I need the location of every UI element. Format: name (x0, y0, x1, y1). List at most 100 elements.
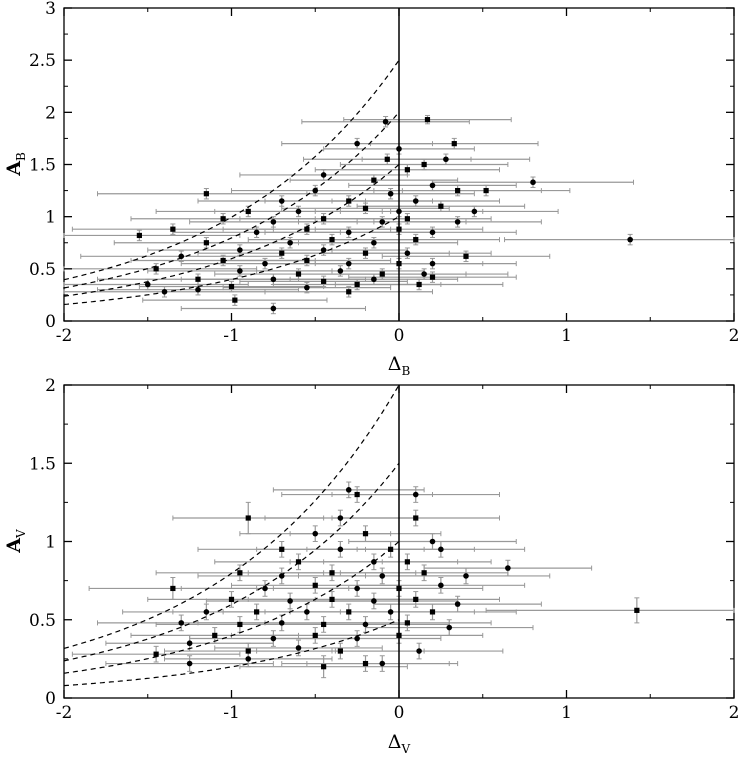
data-point (382, 118, 389, 125)
data-point (421, 570, 427, 576)
data-point (429, 182, 436, 189)
data-point (186, 660, 193, 667)
data-point (304, 284, 310, 291)
data-point (387, 190, 394, 197)
data-point (471, 208, 478, 215)
dashed-curve (63, 59, 400, 281)
point-group (153, 487, 640, 670)
data-point (295, 208, 302, 215)
data-point (404, 559, 410, 565)
data-point (379, 573, 386, 579)
data-point (312, 187, 319, 194)
panel-a-v: -2 -1 0 1 2 0 0.5 1 1.5 2 ΔV AV (3, 376, 739, 756)
data-point (346, 198, 352, 204)
data-point (371, 598, 377, 604)
data-point (463, 253, 469, 259)
data-point (404, 167, 410, 173)
data-point (321, 278, 327, 284)
data-point (387, 609, 394, 615)
data-point (237, 247, 243, 253)
data-point (153, 266, 159, 272)
data-point (153, 651, 159, 657)
data-point (421, 161, 427, 168)
y-tick-label: 3 (45, 0, 56, 19)
data-point (463, 573, 469, 579)
data-point (412, 198, 419, 204)
data-point (321, 664, 327, 670)
data-point (337, 648, 343, 654)
data-point (295, 559, 302, 565)
data-point (371, 559, 377, 565)
data-point (379, 219, 386, 225)
x-tick-label: 1 (561, 703, 572, 723)
data-point (287, 598, 293, 604)
data-point (429, 260, 436, 267)
x-tick-label: 2 (729, 326, 739, 346)
data-point (245, 648, 251, 654)
data-point (396, 585, 402, 592)
x-axis-label-sub: V (401, 742, 411, 756)
data-point (396, 226, 402, 232)
data-point (345, 229, 352, 236)
data-point (203, 240, 209, 246)
dashed-curve (63, 164, 400, 297)
data-point (455, 187, 461, 194)
data-point (270, 305, 277, 312)
data-point (396, 208, 402, 215)
data-point (446, 624, 453, 631)
x-tick-label: -2 (56, 326, 73, 346)
data-point (136, 232, 142, 239)
data-point (438, 546, 444, 553)
data-point (295, 645, 302, 651)
data-point (505, 565, 511, 571)
errorbar-group (71, 481, 735, 679)
y-tick-label: 2.5 (29, 51, 56, 71)
data-point (424, 117, 431, 123)
data-point (371, 276, 377, 283)
data-point (396, 632, 402, 638)
data-point (228, 596, 235, 603)
data-point (220, 216, 226, 222)
data-point (203, 191, 209, 197)
data-point (186, 640, 193, 647)
data-point (312, 582, 318, 588)
y-tick-label: 1 (45, 533, 56, 553)
data-point (329, 596, 335, 603)
dashed-curve-group (63, 59, 400, 306)
panel-a-b: -2 -1 0 1 2 0 0.5 1 1.5 2 2.5 3 ΔB AB (3, 0, 739, 378)
data-point (421, 271, 427, 277)
data-point (329, 570, 335, 576)
data-point (354, 491, 360, 498)
data-point (429, 229, 436, 236)
data-point (232, 297, 238, 303)
data-point (270, 635, 277, 642)
data-point (379, 660, 386, 667)
dashed-curve-group (63, 384, 400, 687)
y-tick-label: 0.5 (29, 260, 56, 280)
dashed-curve (63, 216, 400, 306)
y-tick-label: 2 (45, 376, 56, 396)
data-point (362, 205, 369, 211)
dashed-curve (63, 462, 400, 662)
dashed-curve (63, 541, 400, 674)
data-point (321, 621, 327, 628)
data-point (396, 261, 402, 267)
data-point (454, 219, 461, 225)
tick-group: -2 -1 0 1 2 0 0.5 1 1.5 2 (29, 376, 739, 723)
data-point (245, 515, 251, 521)
data-point (329, 237, 335, 243)
data-point (237, 570, 243, 576)
data-point (345, 260, 352, 267)
y-tick-label: 1.5 (29, 454, 56, 474)
y-tick-label: 1 (45, 208, 56, 228)
data-point (228, 283, 235, 290)
data-point (530, 179, 536, 186)
data-point (237, 268, 243, 274)
data-point (443, 156, 449, 163)
data-point (412, 491, 419, 498)
x-axis-label: ΔB (388, 353, 411, 378)
data-point (237, 621, 243, 628)
data-point (262, 260, 268, 267)
y-axis-label: AV (3, 529, 28, 554)
data-point (337, 268, 344, 274)
